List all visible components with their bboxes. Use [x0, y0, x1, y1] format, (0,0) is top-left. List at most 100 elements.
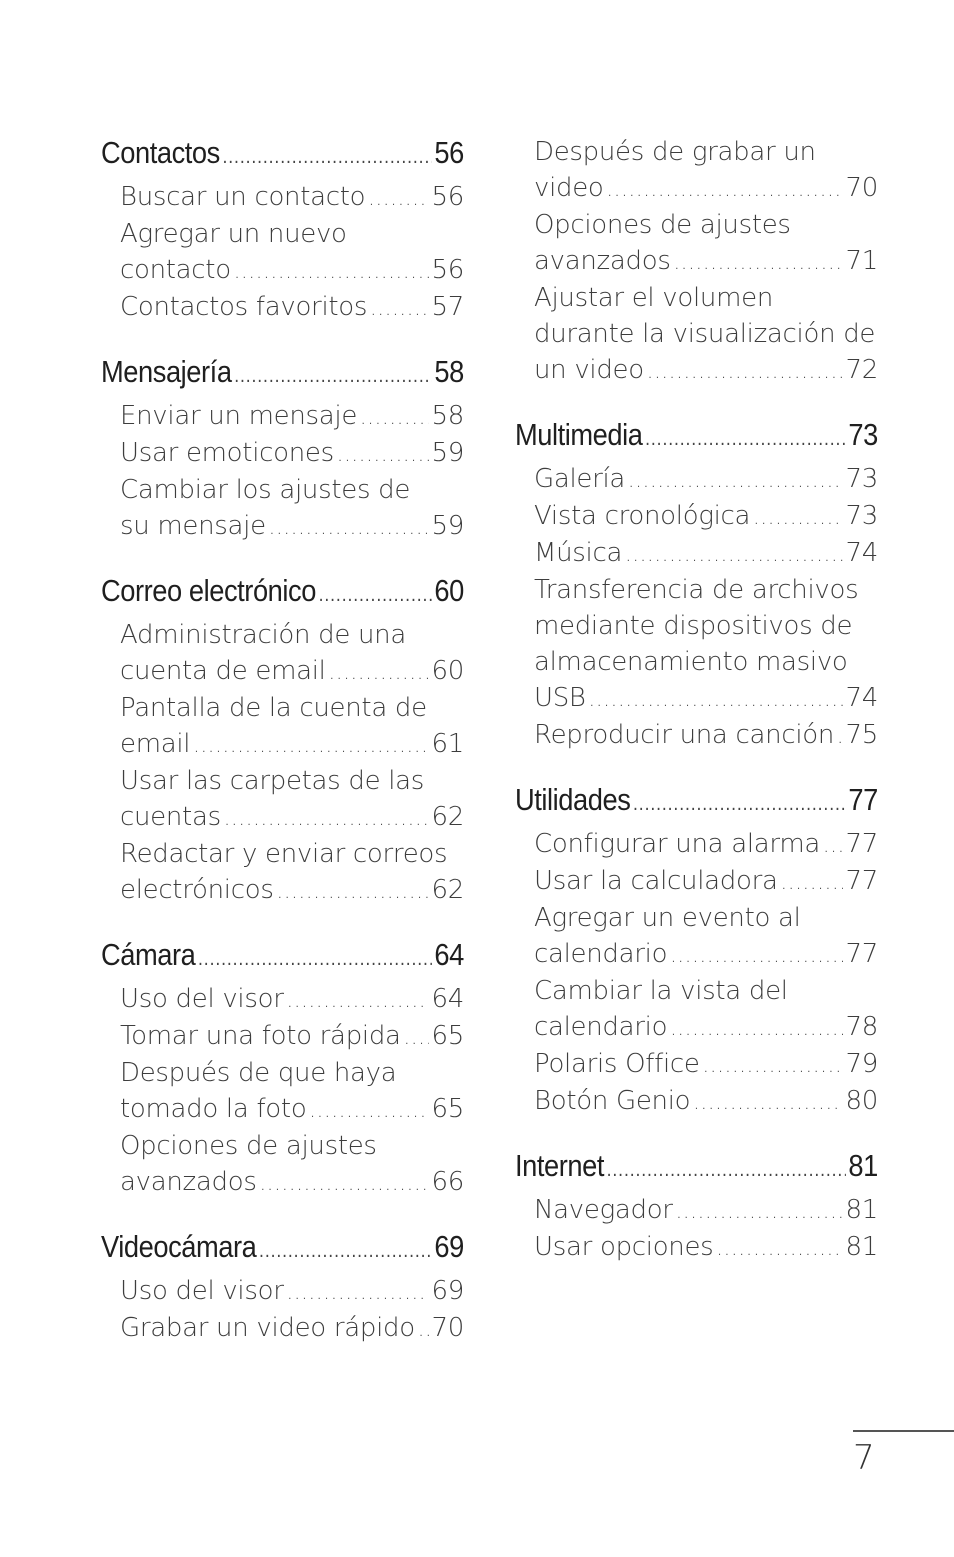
- entry-last-line: USB 74: [534, 680, 878, 717]
- toc-entry[interactable]: Navegador 81: [534, 1192, 878, 1229]
- section-heading[interactable]: Mensajería 58: [101, 350, 464, 398]
- section-heading[interactable]: Internet 81: [515, 1144, 878, 1192]
- dot-leader: [223, 135, 432, 179]
- toc-section: Utilidades77Configurar una alarma77Usar …: [515, 778, 878, 1120]
- entry-title-line: Música: [534, 538, 623, 568]
- dot-leader: [625, 536, 842, 572]
- toc-entry[interactable]: Después de que haya tomado la foto 65: [120, 1055, 464, 1128]
- toc-entry[interactable]: Transferencia de archivos mediante dispos…: [534, 572, 878, 717]
- entry-page: 77: [845, 829, 879, 859]
- toc-section: Multimedia 73 Galería 73 Vista cronológica 73…: [515, 413, 878, 754]
- entry-page: 81: [845, 1195, 879, 1225]
- toc-entry[interactable]: Contactos favoritos 57: [120, 289, 464, 326]
- entry-title-line: Contactos favoritos: [120, 292, 368, 322]
- toc-entry[interactable]: Después de grabar un video 70: [534, 134, 878, 207]
- entry-last-line: calendario 78: [534, 1009, 878, 1046]
- entry-title-line: Uso del visor: [120, 984, 284, 1014]
- section-title: Correo electrónico: [101, 573, 316, 608]
- toc-entry[interactable]: Configurar una alarma 77: [534, 826, 878, 863]
- toc-entry[interactable]: Usar la calculadora 77: [534, 863, 878, 900]
- toc-entry[interactable]: Cambiar los ajustes de su mensaje 59: [120, 472, 464, 545]
- dot-leader: [716, 1230, 842, 1266]
- dot-leader: [260, 1165, 429, 1201]
- toc-entry[interactable]: Uso del visor 64: [120, 981, 464, 1018]
- entry-last-line: Usar emoticones 59: [120, 435, 464, 472]
- toc-entry[interactable]: Pantalla de la cuenta de email 61: [120, 690, 464, 763]
- entry-title-line: durante la visualización de: [534, 319, 876, 349]
- entry-title-line: Administración de una: [120, 620, 406, 650]
- toc-entry[interactable]: Usar emoticones 59: [120, 435, 464, 472]
- toc-section: Internet 81 Navegador 81 Usar opciones 81: [515, 1144, 878, 1266]
- dot-leader: [589, 681, 843, 717]
- section-heading[interactable]: Videocámara 69: [101, 1225, 464, 1273]
- entry-last-line: calendario 77: [534, 936, 878, 973]
- toc-entry[interactable]: Tomar una foto rápida 65: [120, 1018, 464, 1055]
- entry-last-line: Galería 73: [534, 461, 878, 498]
- entry-last-line: video 70: [534, 170, 878, 207]
- section-heading[interactable]: Multimedia 73: [515, 413, 878, 461]
- entry-page: 78: [845, 1012, 879, 1042]
- page-rule: [853, 1430, 954, 1432]
- entry-page: 70: [431, 1313, 465, 1343]
- entry-page: 62: [431, 802, 465, 832]
- toc-entry[interactable]: Agregar un evento al calendario 77: [534, 900, 878, 973]
- entry-title-line: Después de grabar un: [534, 137, 816, 167]
- dot-leader: [693, 1084, 842, 1120]
- section-page: 56: [434, 135, 464, 170]
- section-heading[interactable]: Contactos 56: [101, 131, 464, 179]
- toc-entry[interactable]: Galería 73: [534, 461, 878, 498]
- entry-page: 69: [431, 1276, 465, 1306]
- toc-section: Videocámara 69 Uso del visor 69 Grabar un vi…: [101, 1225, 464, 1347]
- toc-entry[interactable]: Grabar un video rápido 70: [120, 1310, 464, 1347]
- dot-leader: [287, 982, 429, 1018]
- dot-leader: [287, 1274, 429, 1310]
- toc-entry[interactable]: Botón Genio 80: [534, 1083, 878, 1120]
- toc-entry[interactable]: Polaris Office 79: [534, 1046, 878, 1083]
- toc-entry[interactable]: Opciones de ajustes avanzados 71: [534, 207, 878, 280]
- entry-page: 59: [431, 511, 465, 541]
- entry-last-line: Usar la calculadora 77: [534, 863, 878, 900]
- dot-leader: [368, 180, 428, 216]
- entry-last-line: Uso del visor 69: [120, 1273, 464, 1310]
- dot-leader: [234, 354, 432, 398]
- toc-entry[interactable]: Administración de una cuenta de email 60: [120, 617, 464, 690]
- entry-title-line: Polaris Office: [534, 1049, 700, 1079]
- toc-entry[interactable]: Música 74: [534, 535, 878, 572]
- section-heading[interactable]: Utilidades 77: [515, 778, 878, 826]
- entry-page: 64: [431, 984, 465, 1014]
- entry-page: 75: [845, 720, 879, 750]
- toc-entry[interactable]: Uso del visor 69: [120, 1273, 464, 1310]
- entry-last-line: su mensaje 59: [120, 508, 464, 545]
- toc-section: Contactos56Buscar un contacto56Agregar u…: [101, 131, 464, 326]
- dot-leader: [670, 1010, 842, 1046]
- entry-title-line: Cambiar la vista del: [534, 976, 788, 1006]
- dot-leader: [781, 864, 843, 900]
- toc-entry[interactable]: Opciones de ajustes avanzados 66: [120, 1128, 464, 1201]
- entry-title-line: video: [534, 173, 604, 203]
- toc-entry[interactable]: Redactar y enviar correos electrónicos 62: [120, 836, 464, 909]
- section-heading[interactable]: Correo electrónico 60: [101, 569, 464, 617]
- toc-entry[interactable]: Agregar un nuevo contacto 56: [120, 216, 464, 289]
- entry-last-line: electrónicos 62: [120, 872, 464, 909]
- entry-last-line: Buscar un contacto 56: [120, 179, 464, 216]
- entry-title-line: email: [120, 729, 191, 759]
- toc-entry[interactable]: Reproducir una canción 75: [534, 717, 878, 754]
- entry-last-line: avanzados 71: [534, 243, 878, 280]
- toc-entry[interactable]: Usar las carpetas de las cuentas 62: [120, 763, 464, 836]
- toc-entry[interactable]: Vista cronológica 73: [534, 498, 878, 535]
- entry-title-line: cuenta de email: [120, 656, 326, 686]
- toc-entry[interactable]: Buscar un contacto 56: [120, 179, 464, 216]
- entry-title-line: Usar la calculadora: [534, 866, 778, 896]
- entry-title-line: un video: [534, 355, 644, 385]
- entry-page: 72: [845, 355, 879, 385]
- entry-title-line: su mensaje: [120, 511, 266, 541]
- entry-title-line: Vista cronológica: [534, 501, 751, 531]
- toc-right-column: Después de grabar un video 70 Opciones de a…: [515, 131, 878, 1290]
- dot-leader: [269, 509, 429, 545]
- toc-entry[interactable]: Usar opciones 81: [534, 1229, 878, 1266]
- toc-entry[interactable]: Cambiar la vista del calendario 78: [534, 973, 878, 1046]
- toc-entry[interactable]: Ajustar el volumen durante la visualizaci…: [534, 280, 878, 389]
- section-heading[interactable]: Cámara 64: [101, 933, 464, 981]
- toc-section: Cámara 64 Uso del visor 64 Tomar una foto rá…: [101, 933, 464, 1201]
- toc-entry[interactable]: Enviar un mensaje 58: [120, 398, 464, 435]
